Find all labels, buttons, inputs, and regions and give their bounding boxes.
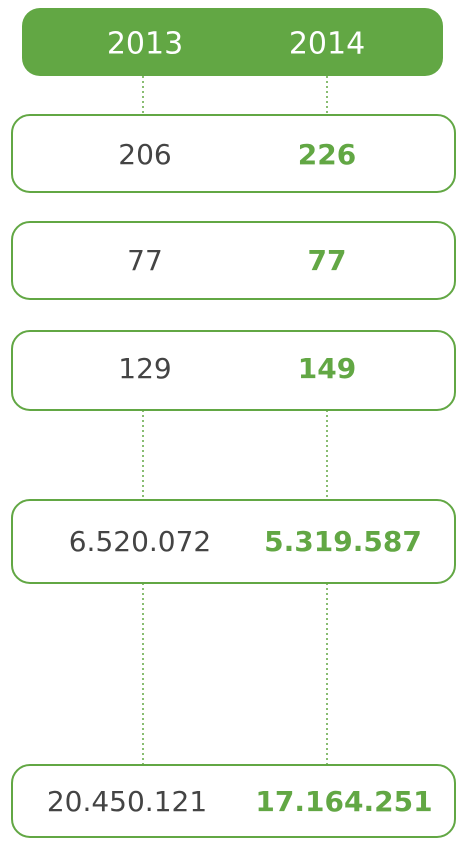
row-box <box>11 330 456 411</box>
value-2014: 5.319.587 <box>264 525 422 558</box>
value-2013: 206 <box>118 138 171 171</box>
row-box <box>11 764 456 838</box>
value-2014: 149 <box>298 352 356 385</box>
header-bar <box>22 8 443 76</box>
column-header: 2013 <box>107 27 183 62</box>
column-header: 2014 <box>289 27 365 62</box>
value-2013: 77 <box>127 244 163 277</box>
value-2014: 17.164.251 <box>255 785 432 818</box>
row-box <box>11 499 456 584</box>
value-2014: 77 <box>308 244 347 277</box>
row-box <box>11 114 456 193</box>
value-2013: 129 <box>118 352 171 385</box>
value-2013: 20.450.121 <box>47 785 207 818</box>
value-2014: 226 <box>298 138 356 171</box>
value-2013: 6.520.072 <box>69 525 212 558</box>
row-box <box>11 221 456 300</box>
